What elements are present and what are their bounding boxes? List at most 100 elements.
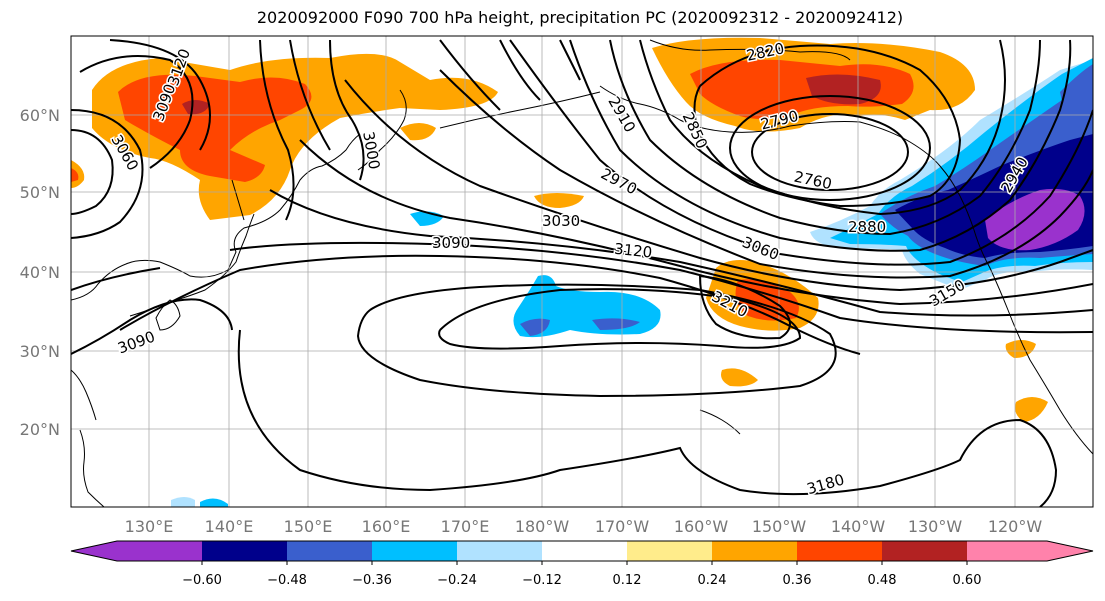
precip-bc-coast-blue bbox=[1060, 64, 1093, 116]
colorbar-label-9: 0.60 bbox=[953, 573, 982, 588]
precip-small-cyan-2 bbox=[200, 498, 228, 507]
colorbar-label-4: −0.12 bbox=[522, 573, 562, 588]
lat-label-30n: 30°N bbox=[20, 342, 60, 361]
contour-cascade-3 bbox=[439, 39, 501, 111]
contour-3150-high bbox=[438, 288, 802, 350]
contour-3090-jp bbox=[71, 298, 233, 355]
colorbar-seg-6 bbox=[627, 541, 712, 561]
contour-2820 bbox=[693, 44, 962, 208]
contour-3120 bbox=[119, 254, 861, 355]
colorbar-label-1: −0.48 bbox=[267, 573, 307, 588]
colorbar-seg-2 bbox=[287, 541, 372, 561]
contour-label-2880: 2880 bbox=[848, 218, 886, 236]
lat-label-50n: 50°N bbox=[20, 183, 60, 202]
lat-labels: 60°N 50°N 40°N 30°N 20°N bbox=[20, 106, 60, 439]
lon-label-160e: 160°E bbox=[362, 517, 411, 536]
colorbar: −0.60 −0.48 −0.36 −0.24 −0.12 0.12 0.24 … bbox=[70, 540, 1094, 588]
lon-label-170w: 170°W bbox=[595, 517, 650, 536]
colorbar-seg-9 bbox=[882, 541, 967, 561]
height-contours bbox=[71, 39, 1093, 507]
contour-cascade-1 bbox=[559, 39, 581, 81]
contour-3060-w bbox=[71, 129, 114, 215]
gridlines bbox=[71, 36, 1093, 507]
colorbar-seg-5 bbox=[542, 541, 627, 561]
colorbar-seg-10 bbox=[1047, 541, 1093, 561]
contour-3180-inner bbox=[356, 283, 837, 398]
lon-label-160w: 160°W bbox=[674, 517, 729, 536]
lon-label-170e: 170°E bbox=[441, 517, 490, 536]
precip-hawaii-orange bbox=[721, 368, 758, 387]
contour-cascade-2 bbox=[499, 39, 541, 101]
coast-kamchatka bbox=[357, 89, 407, 171]
colorbar-label-7: 0.36 bbox=[783, 573, 812, 588]
contour-3060 bbox=[269, 189, 1093, 317]
contour-2970 bbox=[439, 69, 1093, 279]
colorbar-label-2: −0.36 bbox=[352, 573, 392, 588]
lon-label-130e: 130°E bbox=[125, 517, 174, 536]
coastlines bbox=[71, 39, 1093, 507]
coast-na-west bbox=[959, 195, 1093, 455]
map-title: 2020092000 F090 700 hPa height, precipit… bbox=[256, 8, 904, 27]
lon-label-140e: 140°E bbox=[205, 517, 254, 536]
precip-kuril-orange bbox=[400, 123, 436, 141]
colorbar-seg-7 bbox=[712, 541, 797, 561]
lat-label-20n: 20°N bbox=[20, 420, 60, 439]
lon-label-120w: 120°W bbox=[988, 517, 1043, 536]
colorbar-ticks bbox=[201, 561, 968, 565]
map-border bbox=[70, 35, 1094, 508]
lat-label-40n: 40°N bbox=[20, 263, 60, 282]
colorbar-label-5: 0.12 bbox=[613, 573, 642, 588]
colorbar-label-8: 0.48 bbox=[868, 573, 897, 588]
contour-3090 bbox=[229, 241, 1093, 334]
contour-3030 bbox=[299, 139, 1093, 306]
colorbar-label-3: −0.24 bbox=[437, 573, 477, 588]
coast-alaska-n bbox=[649, 39, 851, 61]
lon-label-180w: 180°W bbox=[515, 517, 570, 536]
colorbar-outline bbox=[70, 540, 1094, 562]
precip-nw-darkred bbox=[182, 100, 210, 115]
lon-label-140w: 140°W bbox=[831, 517, 886, 536]
coast-sakhalin bbox=[231, 179, 245, 221]
contour-2940-jp bbox=[259, 39, 295, 221]
contour-label-3030: 3030 bbox=[542, 212, 580, 230]
colorbar-label-0: −0.60 bbox=[182, 573, 222, 588]
contour-3090-nw bbox=[79, 55, 194, 169]
precip-west-edge-red bbox=[71, 168, 79, 182]
colorbar-seg-8 bbox=[797, 541, 882, 561]
lon-label-130w: 130°W bbox=[908, 517, 963, 536]
coast-aleutians bbox=[439, 91, 601, 129]
contour-3000-jp bbox=[329, 39, 365, 181]
colorbar-seg-0 bbox=[71, 541, 117, 561]
coast-alaska bbox=[599, 85, 961, 197]
contour-2880 bbox=[609, 39, 1041, 236]
contour-3000-n bbox=[344, 79, 1093, 292]
contour-label-3090-mid: 3090 bbox=[432, 234, 470, 252]
precip-mex-orange-2 bbox=[1015, 397, 1048, 422]
precip-central-blue-2 bbox=[592, 318, 640, 330]
contour-3150-w bbox=[71, 267, 161, 291]
colorbar-label-6: 0.24 bbox=[698, 573, 727, 588]
contour-2910 bbox=[569, 39, 1072, 252]
lon-label-150e: 150°E bbox=[284, 517, 333, 536]
coast-china bbox=[71, 369, 97, 421]
contour-2850 bbox=[639, 39, 1006, 216]
precip-nw-red bbox=[118, 74, 312, 182]
precip-westcoast-purple bbox=[985, 188, 1085, 251]
coast-taiwan-ph bbox=[79, 429, 105, 507]
colorbar-seg-4 bbox=[457, 541, 542, 561]
lon-labels: 130°E 140°E 150°E 160°E 170°E 180°W 170°… bbox=[125, 517, 1043, 536]
colorbar-seg-1 bbox=[202, 541, 287, 561]
lon-label-150w: 150°W bbox=[752, 517, 807, 536]
contour-3210 bbox=[699, 275, 791, 340]
coast-hawaii bbox=[699, 409, 741, 435]
contour-3120-nw bbox=[109, 39, 211, 151]
contour-2760 bbox=[751, 113, 909, 191]
contour-3030-w bbox=[71, 109, 144, 239]
colorbar-seg-0-rect bbox=[117, 541, 202, 561]
coast-asia bbox=[71, 133, 361, 301]
lat-label-60n: 60°N bbox=[20, 106, 60, 125]
precip-central-blue bbox=[520, 318, 550, 336]
precip-mex-orange-1 bbox=[1005, 340, 1036, 358]
precip-small-lb bbox=[171, 497, 195, 507]
